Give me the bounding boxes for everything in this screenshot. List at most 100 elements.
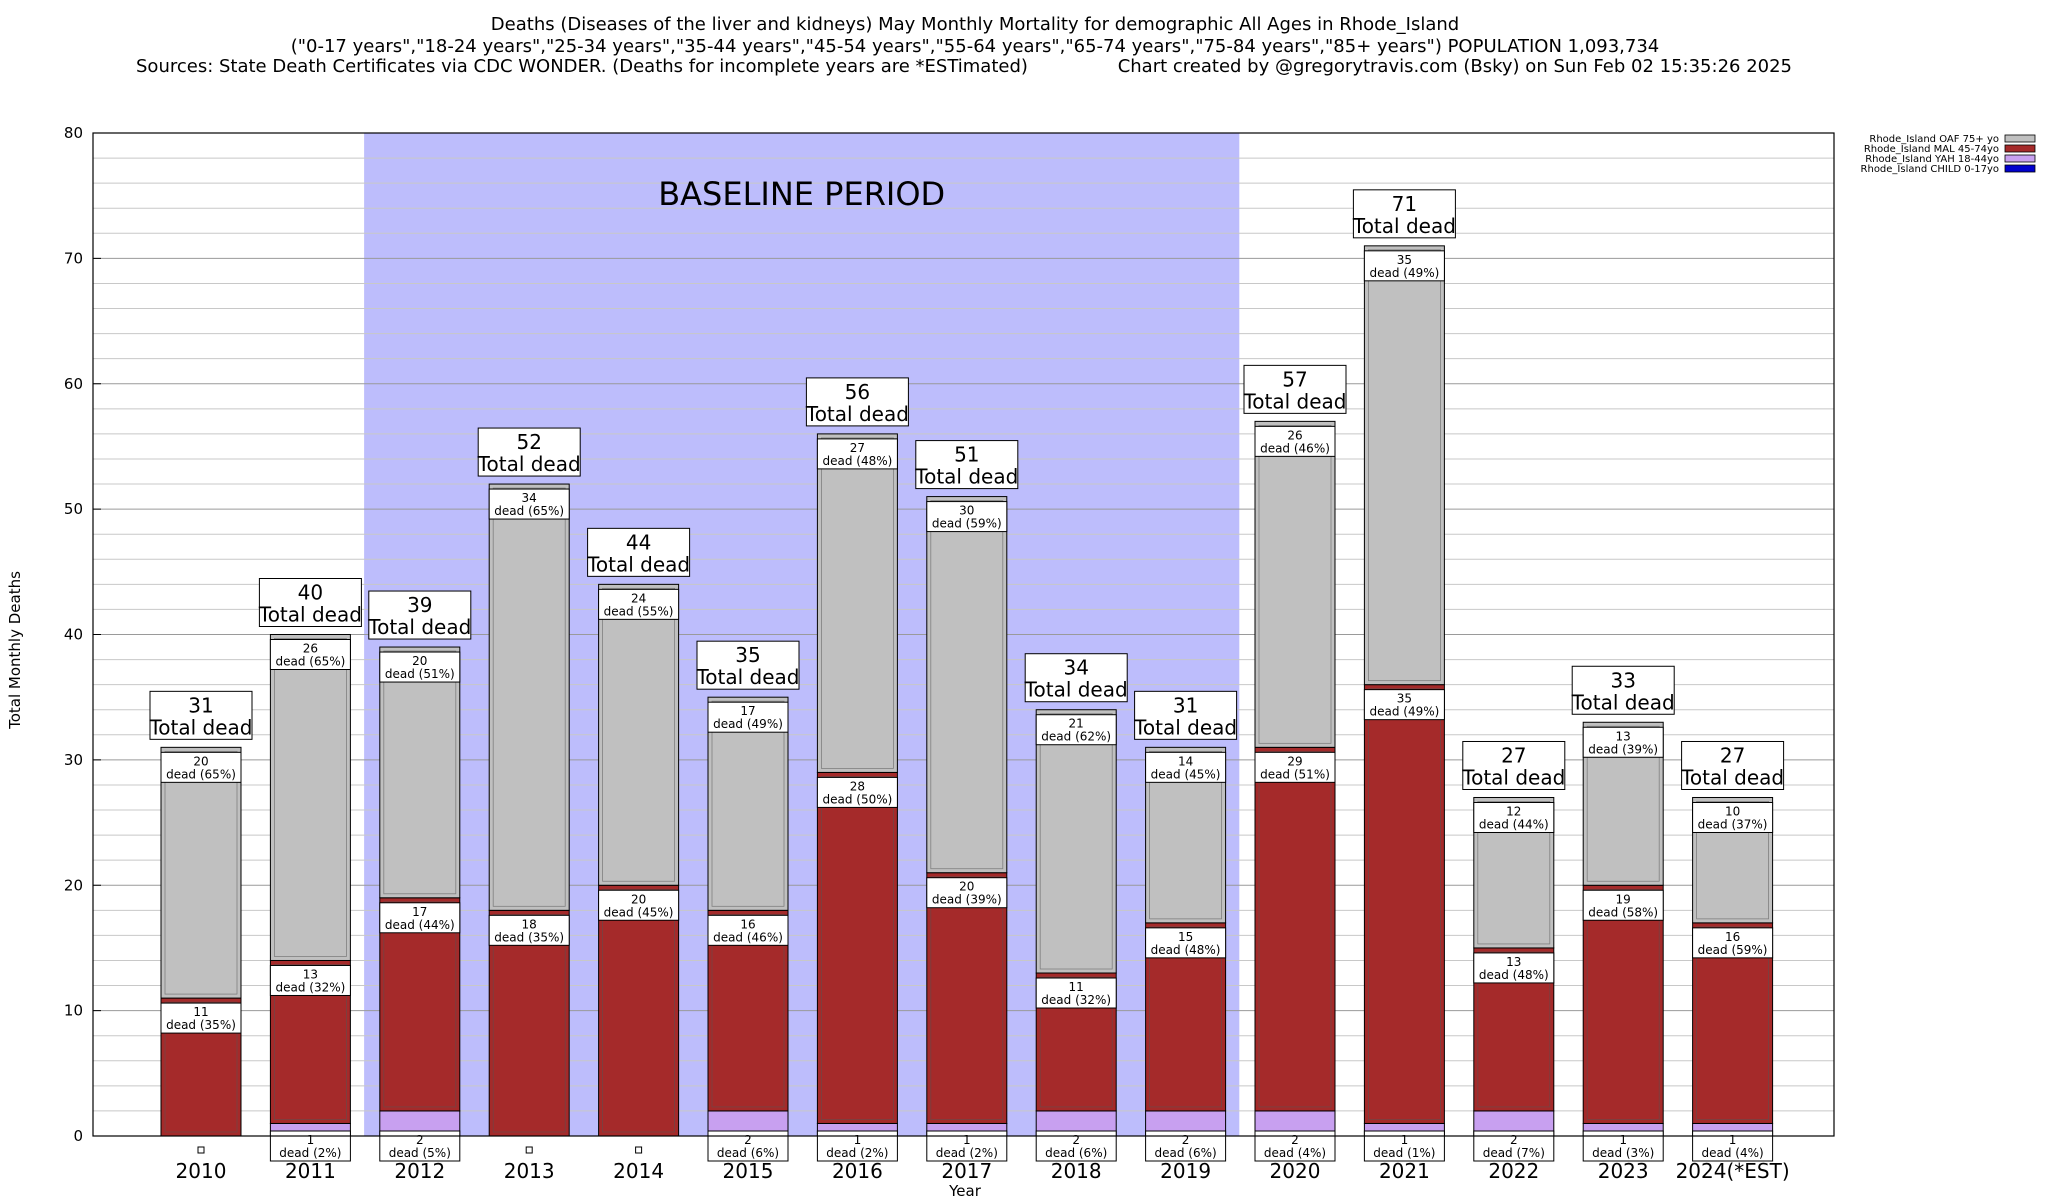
bar-segment-mal <box>1254 746 1336 1112</box>
data-label-value: 19 <box>1616 892 1631 906</box>
total-dead-box <box>1243 364 1347 414</box>
bar-segment-oaf <box>269 634 351 961</box>
bar-segment-inner-border <box>1696 801 1769 920</box>
data-label-box <box>707 701 789 733</box>
bar-segment-oaf <box>598 583 680 886</box>
total-dead-text: Total dead <box>695 665 799 689</box>
data-label-box <box>160 1002 242 1034</box>
data-label-percent: dead (46%) <box>1260 441 1330 455</box>
data-label-percent: dead (48%) <box>822 454 892 468</box>
data-label-value: 1 <box>307 1133 315 1147</box>
data-label-percent: dead (3%) <box>1592 1146 1654 1160</box>
bar-segment-inner-border <box>1586 725 1660 882</box>
data-label-value: 1 <box>854 1133 862 1147</box>
data-label-box <box>598 889 680 921</box>
data-label-box <box>379 651 461 683</box>
bar-segment-oaf <box>1363 245 1445 686</box>
data-label-box <box>1692 801 1774 833</box>
data-label-value: 2 <box>1072 1133 1080 1147</box>
y-tick-label: 50 <box>64 500 83 518</box>
bar-segment-oaf <box>488 483 570 911</box>
bar-segment-inner-border <box>492 487 566 907</box>
data-label-value: 26 <box>1287 428 1302 442</box>
bar-segment-inner-border <box>1149 926 1222 1108</box>
data-label-box <box>379 902 461 934</box>
x-tick-label: 2016 <box>832 1159 883 1183</box>
bar-segment-inner-border <box>711 700 785 907</box>
total-dead-box <box>915 440 1019 490</box>
total-dead-box <box>1571 665 1675 715</box>
data-label-percent: dead (45%) <box>604 905 674 919</box>
bar-segment-inner-border <box>383 901 457 1108</box>
total-dead-value: 27 <box>1720 743 1745 767</box>
data-label-value: 10 <box>1725 804 1740 818</box>
data-label-value: 17 <box>412 905 427 919</box>
data-label-value: 11 <box>193 1005 208 1019</box>
bar-segment-inner-border <box>821 437 894 769</box>
x-tick-label: 2022 <box>1488 1159 1539 1183</box>
data-label-percent: dead (65%) <box>494 504 564 518</box>
data-label-percent: dead (39%) <box>932 893 1002 907</box>
data-label-box <box>1145 927 1227 959</box>
total-dead-value: 56 <box>845 380 870 404</box>
bar-segment-oaf <box>160 746 242 999</box>
total-dead-value: 40 <box>298 581 323 605</box>
bar-segment-inner-border <box>1477 951 1551 1108</box>
data-label-percent: dead (37%) <box>1698 817 1768 831</box>
data-label-percent: dead (6%) <box>717 1146 779 1160</box>
legend-label-yah: Rhode_Island YAH 18-44yo <box>1865 154 1999 165</box>
bar-segment-inner-border <box>164 1001 238 1133</box>
x-tick-label: 2013 <box>504 1159 555 1183</box>
data-label-percent: dead (65%) <box>275 655 345 669</box>
total-dead-box <box>1024 653 1128 703</box>
bar-segment-inner-border <box>1477 801 1551 945</box>
bar-segment-inner-border <box>1149 750 1222 920</box>
bar-segment-inner-border <box>1696 926 1769 1120</box>
bar-segment-inner-border <box>602 587 675 882</box>
data-label-value: 20 <box>193 754 208 768</box>
bar-segment-inner-border <box>273 964 347 1120</box>
data-label-box <box>1363 689 1445 721</box>
total-dead-value: 57 <box>1282 367 1307 391</box>
data-label-box <box>1692 927 1774 959</box>
data-label-value: 16 <box>740 917 755 931</box>
bar-segment-inner-border <box>1368 688 1441 1120</box>
data-label-value: 17 <box>740 704 755 718</box>
total-dead-text: Total dead <box>148 715 252 739</box>
data-label-box <box>1582 726 1664 758</box>
total-dead-value: 34 <box>1063 656 1088 680</box>
data-label-percent: dead (59%) <box>1698 943 1768 957</box>
data-label-box <box>269 964 351 996</box>
data-label-percent: dead (49%) <box>1369 705 1439 719</box>
bar-segment-mal <box>488 909 570 1137</box>
bar-segment-inner-border <box>930 500 1004 870</box>
bar-segment-inner-border <box>273 638 347 957</box>
x-tick-label: 2018 <box>1051 1159 1102 1183</box>
chart-credit-line: Chart created by @gregorytravis.com (Bsk… <box>1118 56 1792 77</box>
data-label-value: 1 <box>963 1133 971 1147</box>
bar-segment-oaf <box>707 696 789 911</box>
data-label-value: 30 <box>959 504 974 518</box>
data-label-value: 21 <box>1069 717 1084 731</box>
x-tick-label: 2010 <box>176 1159 227 1183</box>
data-label-value: 15 <box>1178 930 1193 944</box>
data-label-value: 12 <box>1506 804 1521 818</box>
data-label-value: 13 <box>303 967 318 981</box>
